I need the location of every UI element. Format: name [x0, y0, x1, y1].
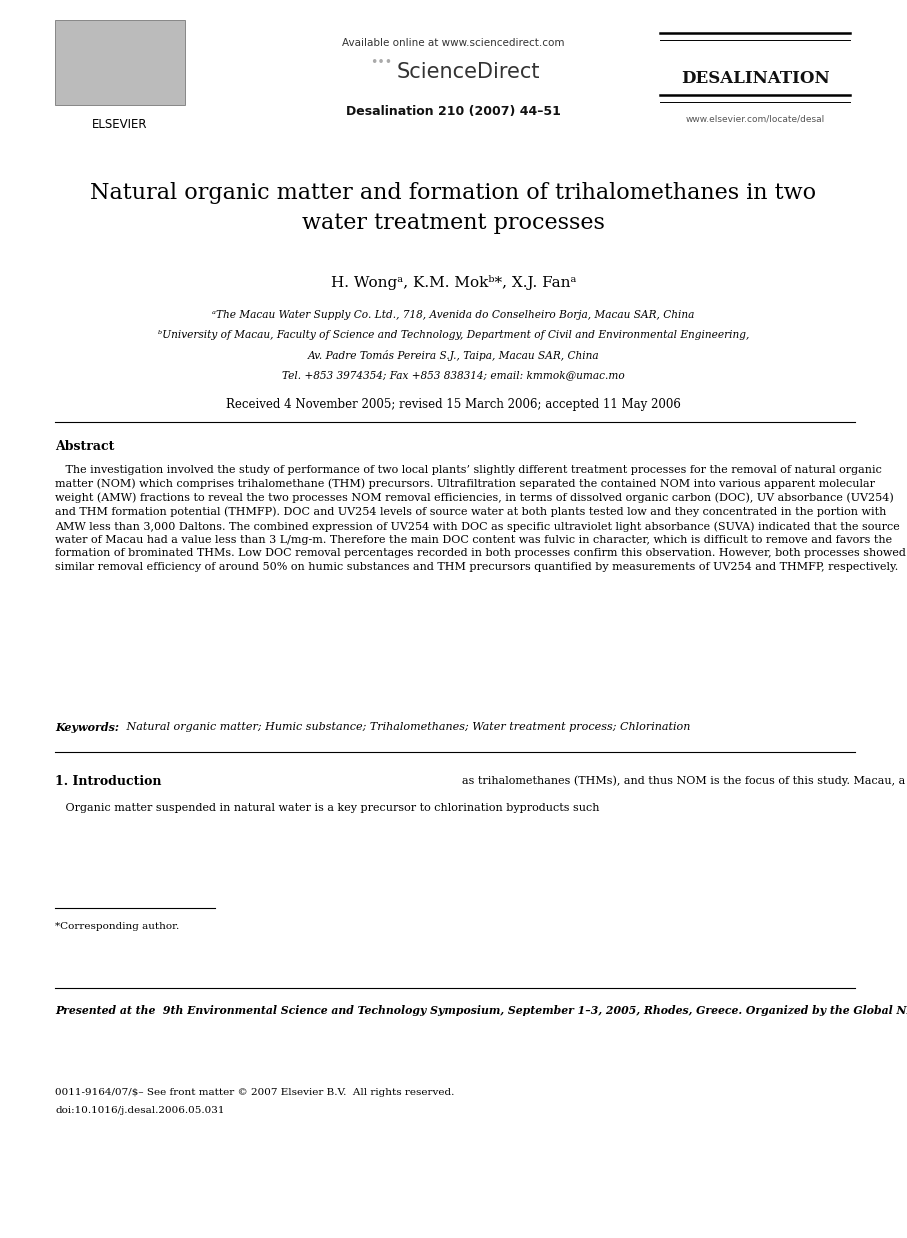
Bar	[55, 20, 185, 105]
Text: Abstract: Abstract	[55, 439, 114, 453]
Text: Natural organic matter and formation of trihalomethanes in two
water treatment p: Natural organic matter and formation of …	[91, 182, 816, 234]
Text: as trihalomethanes (THMs), and thus NOM is the focus of this study. Macau, a sma: as trihalomethanes (THMs), and thus NOM …	[462, 775, 907, 786]
Text: Presented at the  9th Environmental Science and Technology Symposium, September : Presented at the 9th Environmental Scien…	[55, 1005, 907, 1016]
Text: www.elsevier.com/locate/desal: www.elsevier.com/locate/desal	[686, 115, 824, 124]
Text: ᵇUniversity of Macau, Faculty of Science and Technology, Department of Civil and: ᵇUniversity of Macau, Faculty of Science…	[158, 331, 749, 340]
Text: •••: •••	[370, 56, 393, 69]
Text: Tel. +853 3974354; Fax +853 838314; email: kmmok@umac.mo: Tel. +853 3974354; Fax +853 838314; emai…	[282, 370, 625, 380]
Text: *Corresponding author.: *Corresponding author.	[55, 922, 180, 931]
Text: doi:10.1016/j.desal.2006.05.031: doi:10.1016/j.desal.2006.05.031	[55, 1106, 225, 1115]
Text: Received 4 November 2005; revised 15 March 2006; accepted 11 May 2006: Received 4 November 2005; revised 15 Mar…	[226, 397, 681, 411]
Text: Keywords:: Keywords:	[55, 722, 119, 733]
Text: ᵃThe Macau Water Supply Co. Ltd., 718, Avenida do Conselheiro Borja, Macau SAR, : ᵃThe Macau Water Supply Co. Ltd., 718, A…	[212, 310, 695, 319]
Text: DESALINATION: DESALINATION	[680, 71, 829, 87]
Text: 0011-9164/07/$– See front matter © 2007 Elsevier B.V.  All rights reserved.: 0011-9164/07/$– See front matter © 2007 …	[55, 1088, 454, 1097]
Text: ScienceDirect: ScienceDirect	[396, 62, 541, 82]
Text: 1. Introduction: 1. Introduction	[55, 775, 161, 789]
Text: Av. Padre Tomás Pereira S.J., Taipa, Macau SAR, China: Av. Padre Tomás Pereira S.J., Taipa, Mac…	[307, 350, 600, 361]
Text: Organic matter suspended in natural water is a key precursor to chlorination byp: Organic matter suspended in natural wate…	[55, 803, 600, 813]
Text: Desalination 210 (2007) 44–51: Desalination 210 (2007) 44–51	[346, 105, 561, 118]
Text: The investigation involved the study of performance of two local plants’ slightl: The investigation involved the study of …	[55, 465, 906, 572]
Text: H. Wongᵃ, K.M. Mokᵇ*, X.J. Fanᵃ: H. Wongᵃ, K.M. Mokᵇ*, X.J. Fanᵃ	[331, 275, 576, 290]
Text: Available online at www.sciencedirect.com: Available online at www.sciencedirect.co…	[342, 38, 565, 48]
Text: ELSEVIER: ELSEVIER	[93, 118, 148, 131]
Text: Natural organic matter; Humic substance; Trihalomethanes; Water treatment proces: Natural organic matter; Humic substance;…	[123, 722, 690, 732]
